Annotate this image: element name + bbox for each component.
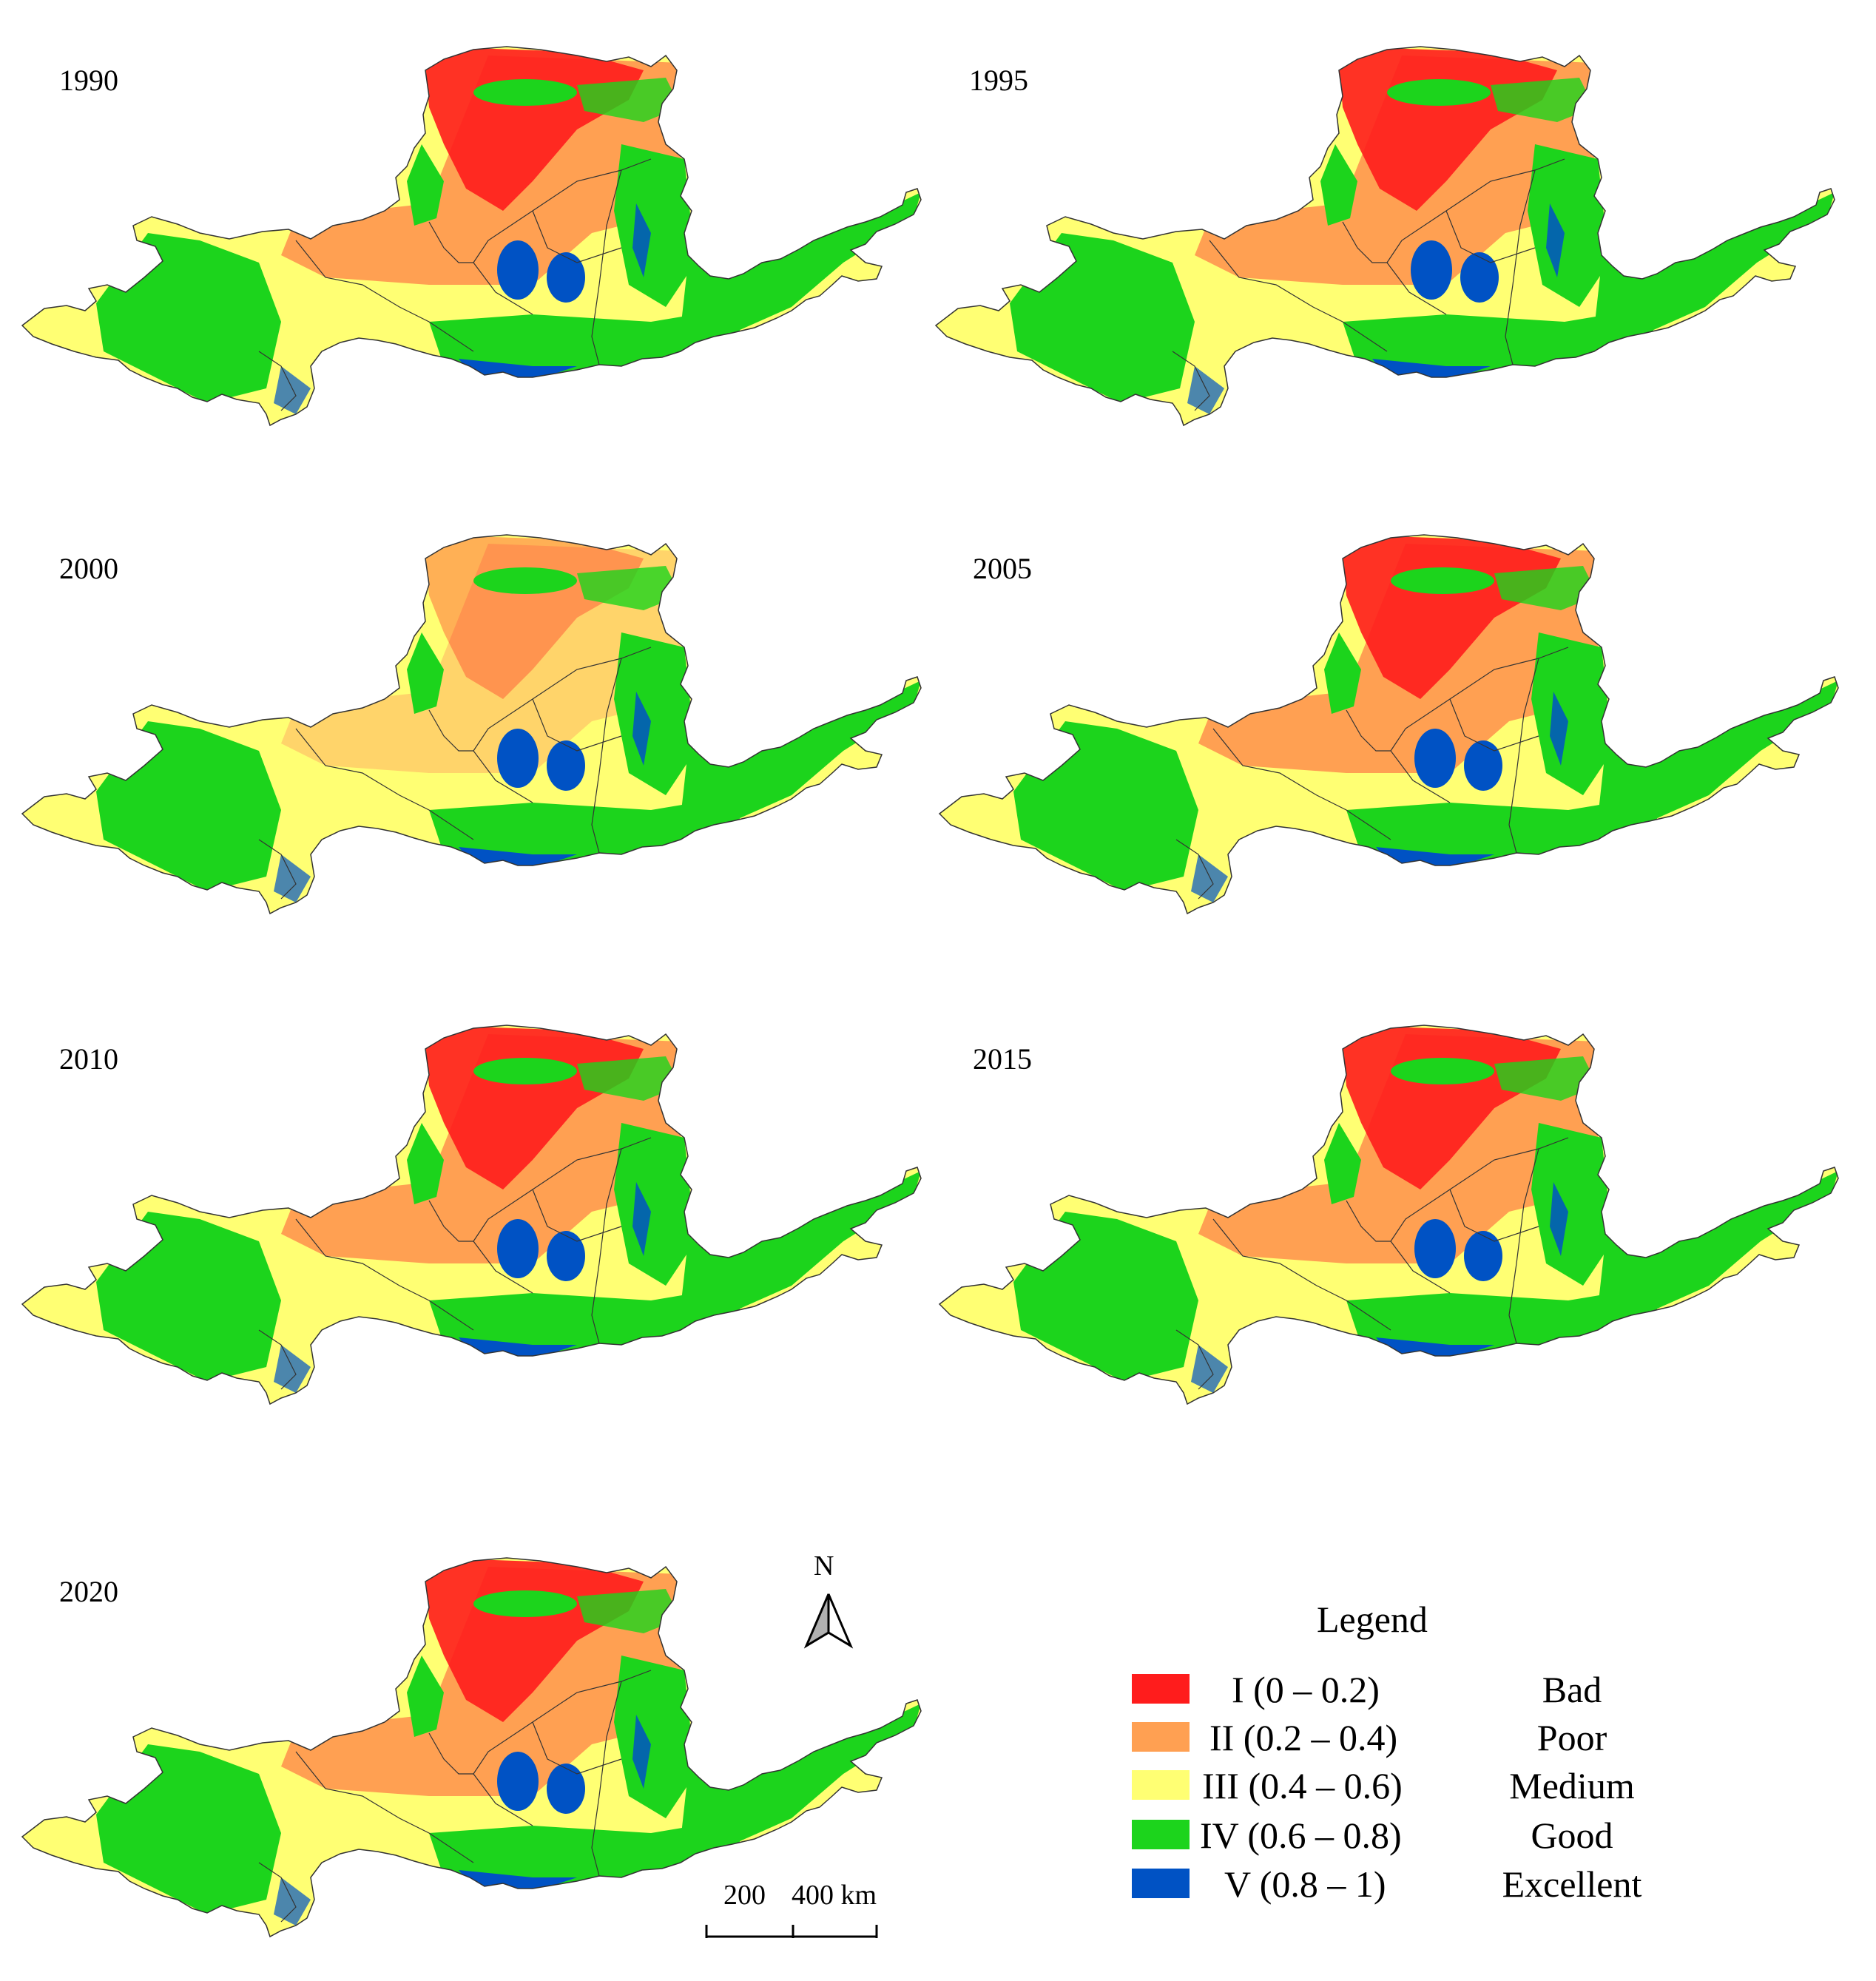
panel-year: 2000 <box>59 552 118 585</box>
north-label: N <box>814 1550 834 1582</box>
legend-swatch <box>1132 1869 1190 1898</box>
legend-label: Medium <box>1509 1765 1635 1806</box>
panel-year: 2015 <box>973 1042 1032 1076</box>
legend-title: Legend <box>1317 1599 1428 1640</box>
legend-swatch <box>1132 1722 1190 1752</box>
scale-label-200: 200 <box>723 1880 766 1911</box>
map-panel-1990: 1990 <box>15 41 932 470</box>
panel-year: 2005 <box>973 552 1032 585</box>
legend-item: I (0 – 0.2) Bad <box>1132 1668 1664 1712</box>
scale-bar: 200 400 km <box>703 1879 880 1945</box>
scale-label-400km: 400 km <box>792 1880 877 1911</box>
map-panel-1995: 1995 <box>928 41 1846 470</box>
basin-map <box>21 1025 922 1405</box>
panel-year: 2010 <box>59 1042 118 1076</box>
basin-map <box>938 1025 1839 1405</box>
legend-class: III (0.4 – 0.6) <box>1202 1765 1403 1806</box>
legend-class: IV (0.6 – 0.8) <box>1200 1815 1402 1856</box>
panel-year: 2020 <box>59 1575 118 1608</box>
map-panel-2015: 2015 <box>932 1019 1849 1448</box>
basin-map <box>934 46 1835 427</box>
basin-map <box>21 46 922 427</box>
legend-item: II (0.2 – 0.4) Poor <box>1132 1716 1664 1761</box>
map-panel-2010: 2010 <box>15 1019 932 1448</box>
legend-swatch <box>1132 1674 1190 1704</box>
legend-item: IV (0.6 – 0.8) Good <box>1132 1814 1664 1858</box>
basin-map <box>21 1557 922 1938</box>
legend: Legend I (0 – 0.2) Bad II (0.2 – 0.4) Po… <box>1132 1598 1664 1923</box>
legend-class: V (0.8 – 1) <box>1224 1863 1386 1905</box>
legend-item: III (0.4 – 0.6) Medium <box>1132 1764 1664 1809</box>
north-arrow: N <box>799 1550 858 1653</box>
legend-class: II (0.2 – 0.4) <box>1209 1717 1398 1758</box>
panel-year: 1995 <box>969 64 1028 97</box>
legend-label: Bad <box>1542 1669 1602 1710</box>
basin-map <box>938 534 1839 915</box>
map-panel-2020: 2020 <box>15 1552 932 1981</box>
legend-class: I (0 – 0.2) <box>1232 1669 1380 1710</box>
legend-item: V (0.8 – 1) Excellent <box>1132 1863 1664 1907</box>
basin-map <box>21 534 922 915</box>
scale-bar-line <box>705 1925 878 1938</box>
panel-year: 1990 <box>59 64 118 97</box>
legend-label: Good <box>1531 1815 1613 1856</box>
map-panel-2005: 2005 <box>932 529 1849 958</box>
map-panel-2000: 2000 <box>15 529 932 958</box>
legend-label: Excellent <box>1502 1863 1642 1905</box>
legend-swatch <box>1132 1770 1190 1800</box>
legend-swatch <box>1132 1820 1190 1849</box>
legend-label: Poor <box>1536 1717 1607 1758</box>
north-arrow-icon <box>803 1593 854 1649</box>
